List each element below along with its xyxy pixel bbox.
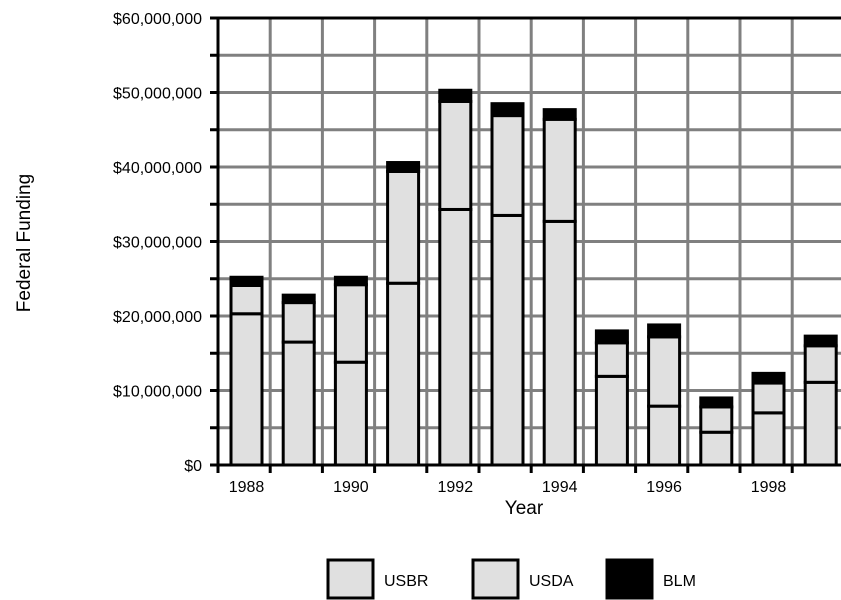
bar-usbr-1988 — [229, 312, 264, 467]
y-axis-title: Federal Funding — [14, 174, 35, 312]
legend-label-blm: BLM — [663, 573, 696, 590]
bar-usda-1995 — [594, 341, 629, 378]
bar-blm-1995 — [594, 329, 629, 345]
bar-blm-1994 — [542, 108, 577, 121]
bar-usda-1990 — [333, 283, 368, 364]
x-tick-label: 1996 — [646, 479, 682, 496]
bar-usbr-1993 — [490, 213, 525, 467]
x-tick-label: 1988 — [229, 479, 265, 496]
y-tick-labels: $0 $10,000,000 $20,000,000 $30,000,000 $40,0… — [113, 11, 202, 475]
x-tick-label: 1992 — [438, 479, 474, 496]
bar-usda-1988 — [229, 283, 264, 316]
bar-usbr-1992 — [438, 207, 473, 467]
bar-blm-1992 — [438, 88, 473, 103]
legend-swatch-blm — [605, 558, 654, 600]
legend-label-usbr: USBR — [384, 573, 428, 590]
y-tick-label: $0 — [184, 458, 202, 475]
bar-blm-1996 — [647, 323, 682, 339]
bar-usda-1989 — [281, 301, 316, 344]
bar-usda-1992 — [438, 99, 473, 211]
bars — [229, 88, 838, 467]
bar-usbr-1995 — [594, 374, 629, 467]
bar-blm-1993 — [490, 102, 525, 118]
x-axis-title: Year — [505, 498, 544, 519]
x-tick-labels: 1988 1990 1992 1994 1996 1998 — [229, 479, 787, 496]
bar-usda-1991 — [386, 169, 421, 285]
bar-usbr-1997 — [699, 430, 734, 467]
bar-blm-1997 — [699, 396, 734, 409]
bar-blm-1990 — [333, 275, 368, 287]
bar-blm-1989 — [281, 293, 316, 305]
bar-blm-1999 — [803, 334, 838, 348]
bar-usda-1994 — [542, 117, 577, 223]
axes — [210, 16, 841, 473]
legend-label-usda: USDA — [529, 573, 574, 590]
bar-usbr-1994 — [542, 219, 577, 467]
bar-blm-1988 — [229, 275, 264, 287]
bar-blm-1991 — [386, 161, 421, 173]
bar-usda-1996 — [647, 335, 682, 408]
bar-usda-1997 — [699, 405, 734, 434]
bar-usbr-1999 — [803, 380, 838, 467]
legend: USBR USDA BLM — [326, 558, 696, 600]
y-tick-label: $20,000,000 — [113, 309, 202, 326]
bar-usda-1998 — [751, 381, 786, 415]
bar-usbr-1989 — [281, 340, 316, 467]
y-tick-label: $60,000,000 — [113, 11, 202, 28]
bar-usda-1999 — [803, 344, 838, 384]
bar-usbr-1991 — [386, 281, 421, 467]
bar-usbr-1996 — [647, 404, 682, 467]
bar-blm-1998 — [751, 371, 786, 385]
y-tick-label: $10,000,000 — [113, 384, 202, 401]
x-tick-label: 1998 — [751, 479, 787, 496]
bar-usda-1993 — [490, 114, 525, 217]
bar-usbr-1998 — [751, 411, 786, 467]
y-tick-label: $50,000,000 — [113, 86, 202, 103]
legend-swatch-usda — [471, 558, 520, 600]
legend-swatch-usbr — [326, 558, 375, 600]
y-tick-label: $40,000,000 — [113, 160, 202, 177]
x-tick-label: 1994 — [542, 479, 578, 496]
x-tick-label: 1990 — [333, 479, 369, 496]
y-tick-label: $30,000,000 — [113, 235, 202, 252]
bar-usbr-1990 — [333, 360, 368, 467]
